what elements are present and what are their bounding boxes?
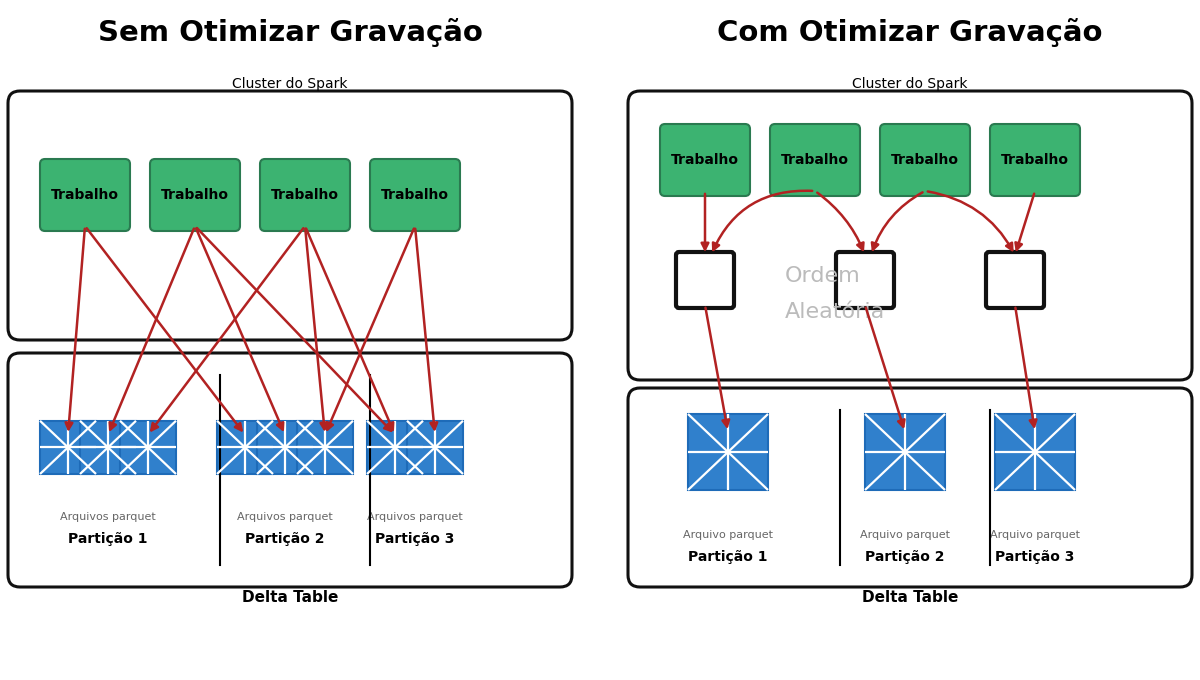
Text: Partição 3: Partição 3	[376, 532, 455, 546]
FancyBboxPatch shape	[628, 91, 1192, 380]
Bar	[367, 421, 424, 474]
Text: Partição 2: Partição 2	[865, 550, 944, 564]
Bar	[865, 414, 946, 490]
FancyBboxPatch shape	[8, 353, 572, 587]
Text: Com Otimizar Gravação: Com Otimizar Gravação	[718, 18, 1103, 47]
Text: Partição 3: Partição 3	[995, 550, 1075, 564]
Text: Delta Table: Delta Table	[242, 590, 338, 605]
Bar	[257, 421, 313, 474]
FancyBboxPatch shape	[628, 388, 1192, 587]
FancyBboxPatch shape	[770, 124, 860, 196]
Text: Arquivo parquet: Arquivo parquet	[990, 530, 1080, 540]
Text: Cluster do Spark: Cluster do Spark	[233, 77, 348, 91]
Bar	[80, 421, 136, 474]
FancyBboxPatch shape	[990, 124, 1080, 196]
Text: Arquivos parquet: Arquivos parquet	[60, 512, 156, 522]
FancyBboxPatch shape	[40, 159, 130, 231]
Text: Ordem: Ordem	[785, 266, 860, 286]
Bar	[688, 414, 768, 490]
Bar	[407, 421, 463, 474]
Text: Cluster do Spark: Cluster do Spark	[852, 77, 967, 91]
Bar	[120, 421, 176, 474]
Text: Partição 1: Partição 1	[689, 550, 768, 564]
Bar	[995, 414, 1075, 490]
FancyBboxPatch shape	[150, 159, 240, 231]
Text: Sem Otimizar Gravação: Sem Otimizar Gravação	[97, 18, 482, 47]
Text: Trabalho: Trabalho	[271, 188, 340, 202]
Text: Delta Table: Delta Table	[862, 590, 958, 605]
FancyBboxPatch shape	[836, 252, 894, 308]
Text: Trabalho: Trabalho	[1001, 153, 1069, 167]
Text: Arquivo parquet: Arquivo parquet	[683, 530, 773, 540]
FancyBboxPatch shape	[880, 124, 970, 196]
Bar	[40, 421, 96, 474]
Text: Arquivo parquet: Arquivo parquet	[860, 530, 950, 540]
FancyBboxPatch shape	[660, 124, 750, 196]
FancyBboxPatch shape	[986, 252, 1044, 308]
FancyBboxPatch shape	[370, 159, 460, 231]
FancyBboxPatch shape	[260, 159, 350, 231]
Text: Trabalho: Trabalho	[161, 188, 229, 202]
Text: Arquivos parquet: Arquivos parquet	[367, 512, 463, 522]
Bar	[298, 421, 353, 474]
FancyBboxPatch shape	[676, 252, 734, 308]
Text: Arquivos parquet: Arquivos parquet	[238, 512, 332, 522]
Text: Trabalho: Trabalho	[781, 153, 850, 167]
Text: Trabalho: Trabalho	[380, 188, 449, 202]
Bar	[217, 421, 274, 474]
Text: Aleatória: Aleatória	[785, 302, 886, 322]
Text: Partição 2: Partição 2	[245, 532, 325, 546]
Text: Trabalho: Trabalho	[50, 188, 119, 202]
Text: Partição 1: Partição 1	[68, 532, 148, 546]
Text: Trabalho: Trabalho	[890, 153, 959, 167]
Text: Trabalho: Trabalho	[671, 153, 739, 167]
FancyBboxPatch shape	[8, 91, 572, 340]
